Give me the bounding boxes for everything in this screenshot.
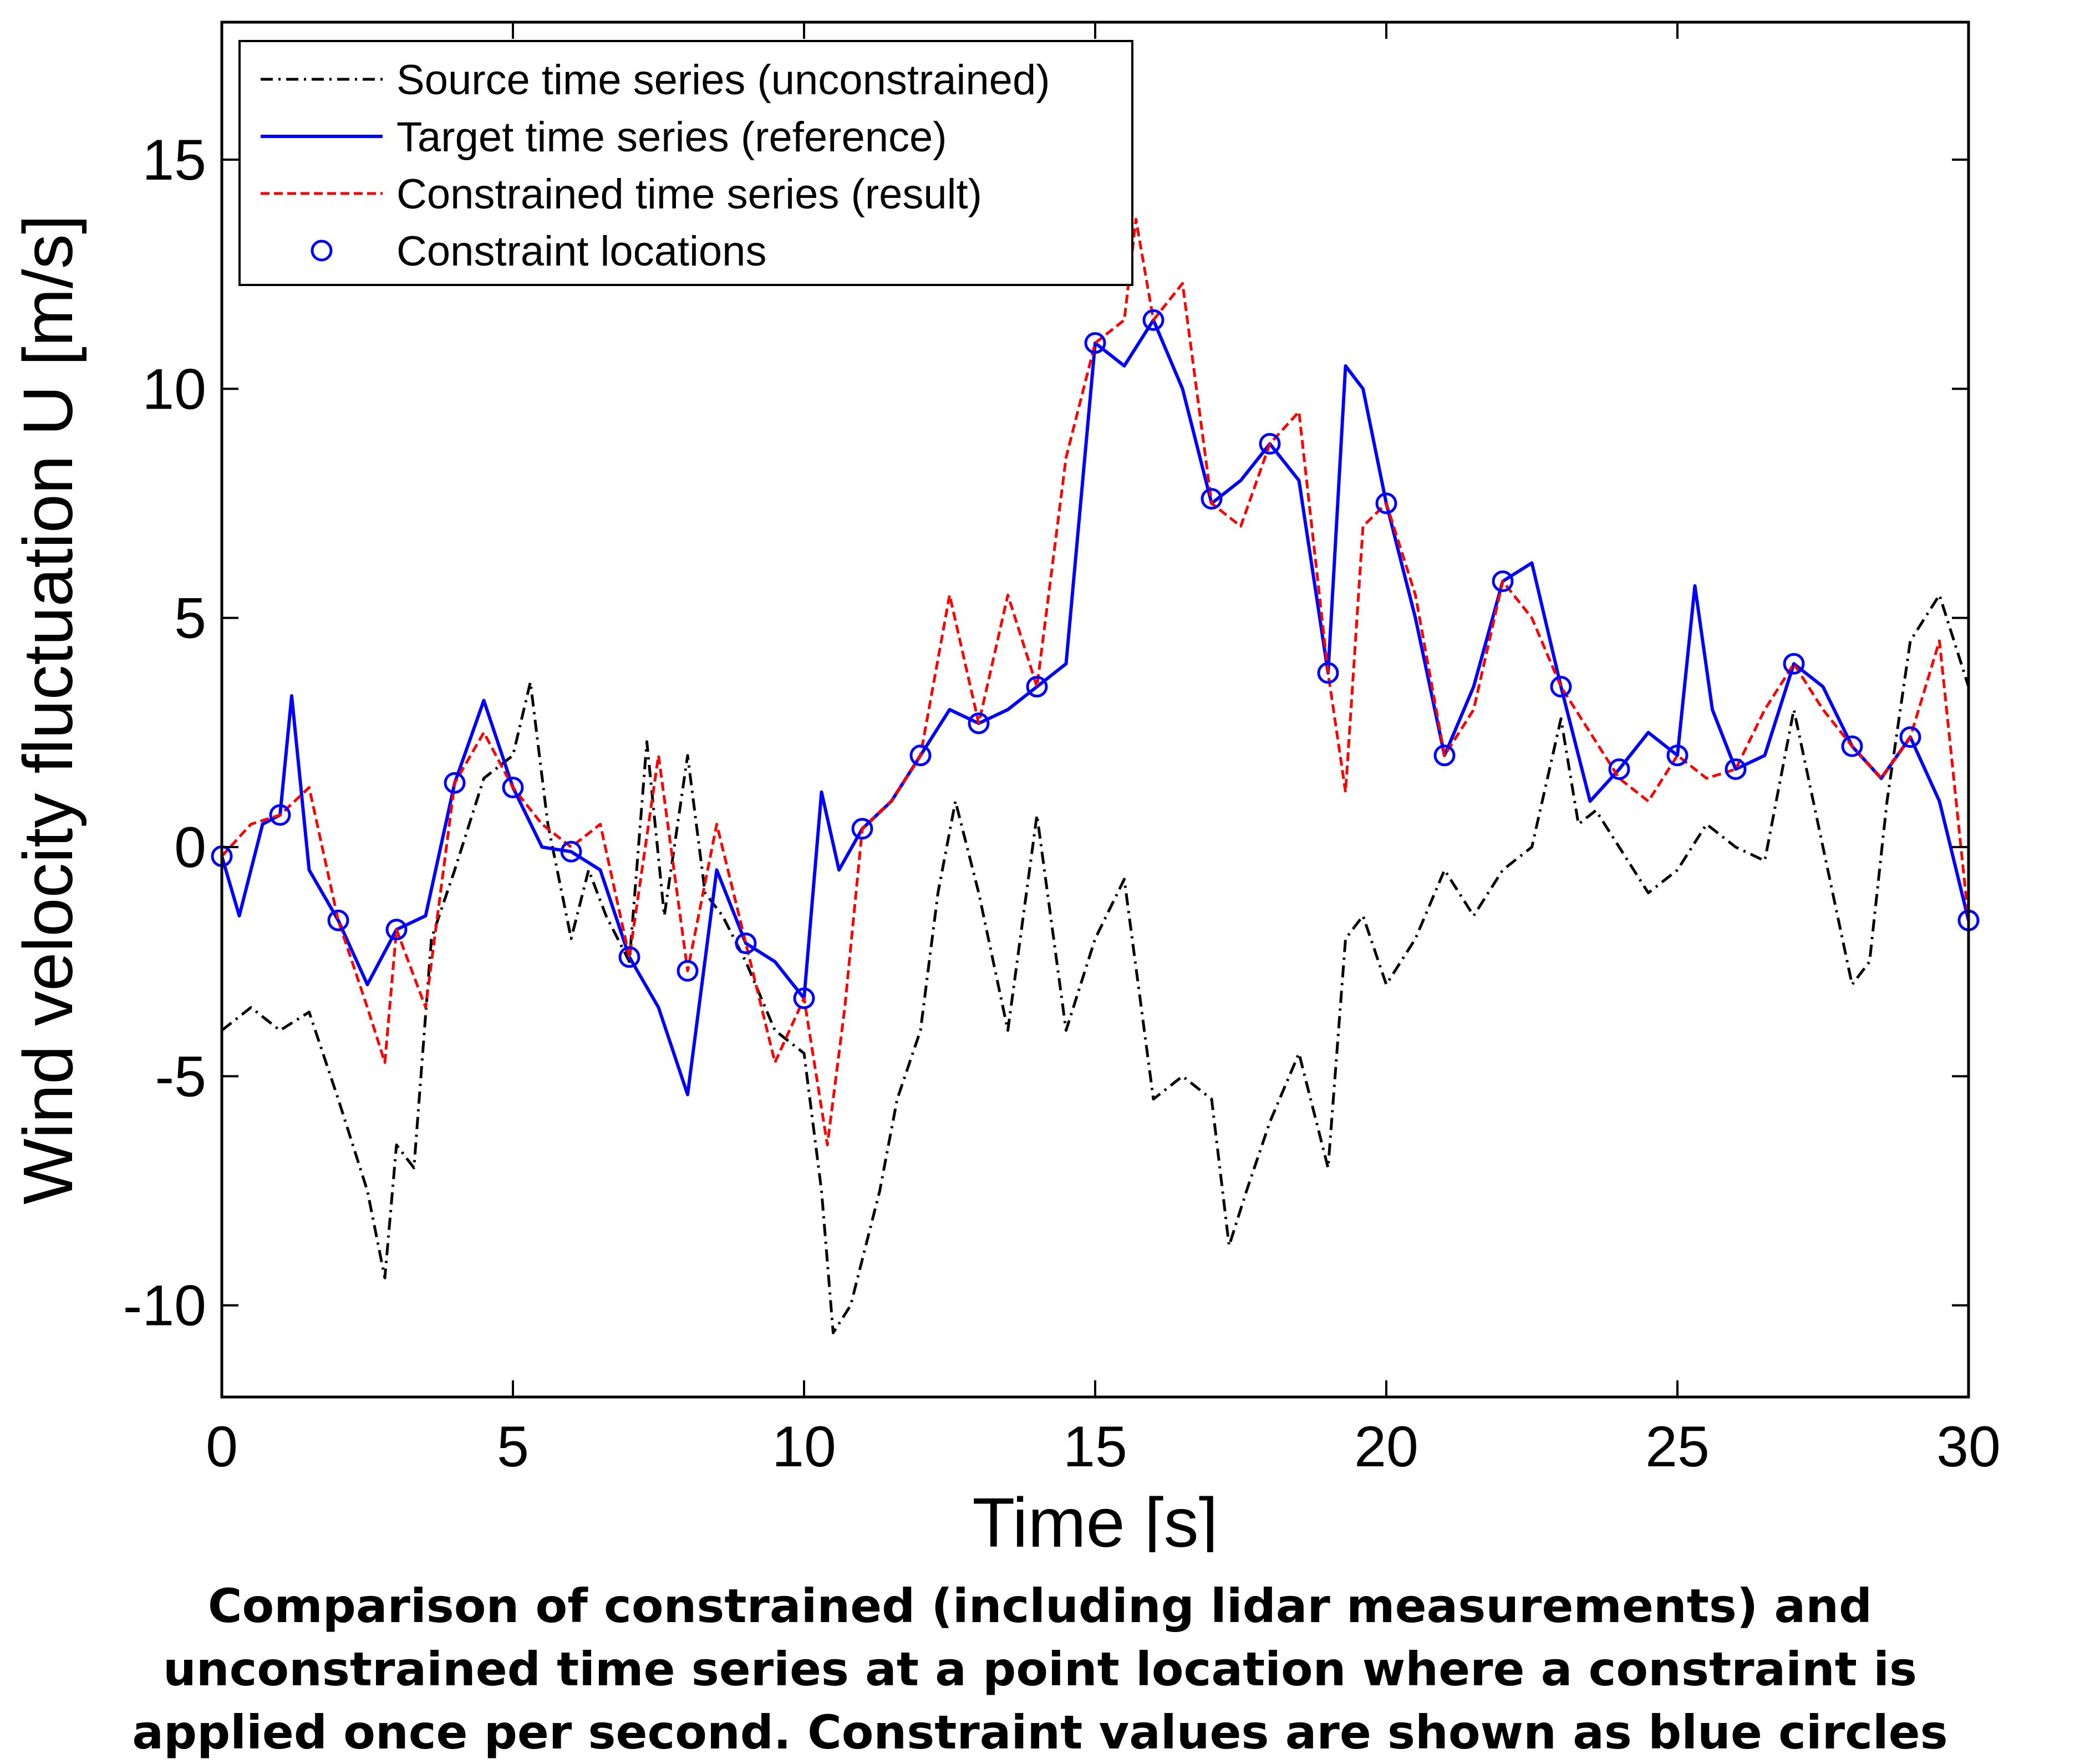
constraint-marker bbox=[269, 804, 291, 826]
series-line-target bbox=[220, 318, 1970, 1097]
y-tick-label: 15 bbox=[142, 128, 206, 192]
constraint-marker bbox=[1317, 662, 1339, 684]
constraint-marker bbox=[1259, 433, 1281, 455]
constraint-marker bbox=[793, 987, 815, 1010]
x-tick-label: 20 bbox=[1354, 1415, 1418, 1479]
chart-figure: 0 5 10 15 20 25 30 -10 -5 0 5 10 15 Time [s] Wind ve… bbox=[9, 21, 2001, 1552]
legend-label-constraint: Constraint locations bbox=[396, 228, 766, 275]
series-layer bbox=[211, 218, 1980, 1334]
figure-caption: Comparison of constrained (including lid… bbox=[0, 1574, 2080, 1764]
series-line-constrained bbox=[221, 218, 1970, 1146]
constraint-marker bbox=[1433, 745, 1456, 767]
x-tick-label: 15 bbox=[1063, 1415, 1127, 1479]
x-tick-label: 10 bbox=[772, 1415, 836, 1479]
constraint-marker bbox=[1783, 652, 1805, 675]
constraint-marker bbox=[327, 909, 349, 931]
x-axis-label: Time [s] bbox=[972, 1483, 1218, 1552]
series-line-source bbox=[221, 593, 1970, 1334]
constraint-marker bbox=[1899, 726, 1921, 748]
legend-label-target: Target time series (reference) bbox=[396, 114, 947, 161]
y-axis-label: Wind velocity fluctuation U [m/s] bbox=[9, 215, 87, 1205]
constraint-marker bbox=[1375, 492, 1397, 514]
constraint-marker bbox=[1841, 735, 1863, 757]
x-tick-label: 25 bbox=[1645, 1415, 1710, 1479]
constraint-marker bbox=[618, 946, 640, 968]
constraint-marker bbox=[1550, 676, 1572, 698]
legend-swatch-constraint-circle bbox=[311, 239, 333, 262]
y-tick-label: 0 bbox=[174, 815, 206, 880]
constraint-marker bbox=[677, 960, 699, 982]
y-tick-label: 5 bbox=[174, 587, 206, 651]
constraint-marker bbox=[1666, 745, 1689, 767]
legend-label-source: Source time series (unconstrained) bbox=[396, 57, 1050, 104]
x-tick-label: 0 bbox=[206, 1415, 238, 1479]
plot-frame bbox=[220, 21, 1970, 1399]
constraint-marker bbox=[1026, 676, 1048, 698]
y-tick-label: -5 bbox=[155, 1044, 206, 1109]
y-tick-label: 10 bbox=[142, 357, 206, 421]
constraint-marker bbox=[444, 772, 466, 794]
constraint-marker bbox=[851, 818, 873, 840]
constraint-marker bbox=[502, 777, 524, 799]
constraint-marker bbox=[1725, 758, 1747, 780]
caption-line-1: Comparison of constrained (including lid… bbox=[207, 1579, 1873, 1633]
caption-line-2: unconstrained time series at a point loc… bbox=[162, 1642, 1917, 1696]
constraint-marker bbox=[1201, 488, 1223, 510]
x-tick-label: 5 bbox=[497, 1415, 529, 1479]
ticks-layer: 0 5 10 15 20 25 30 -10 -5 0 5 10 15 bbox=[123, 22, 2001, 1479]
constraint-marker bbox=[385, 919, 408, 941]
legend: Source time series (unconstrained) Targe… bbox=[238, 40, 1133, 286]
constraint-marker bbox=[1142, 309, 1164, 331]
constraint-marker bbox=[1608, 758, 1630, 780]
y-tick-label: -10 bbox=[123, 1274, 206, 1338]
legend-box bbox=[238, 40, 1133, 286]
constraint-marker bbox=[1084, 332, 1106, 354]
caption-line-3: applied once per second. Constraint valu… bbox=[132, 1705, 1948, 1760]
constraint-marker bbox=[1492, 570, 1514, 593]
constraint-marker bbox=[909, 745, 932, 767]
legend-label-constrained: Constrained time series (result) bbox=[396, 171, 982, 218]
x-tick-label: 30 bbox=[1936, 1415, 2001, 1479]
constraint-marker bbox=[968, 712, 990, 735]
constraint-marker bbox=[735, 932, 757, 955]
constraint-marker bbox=[560, 840, 582, 863]
